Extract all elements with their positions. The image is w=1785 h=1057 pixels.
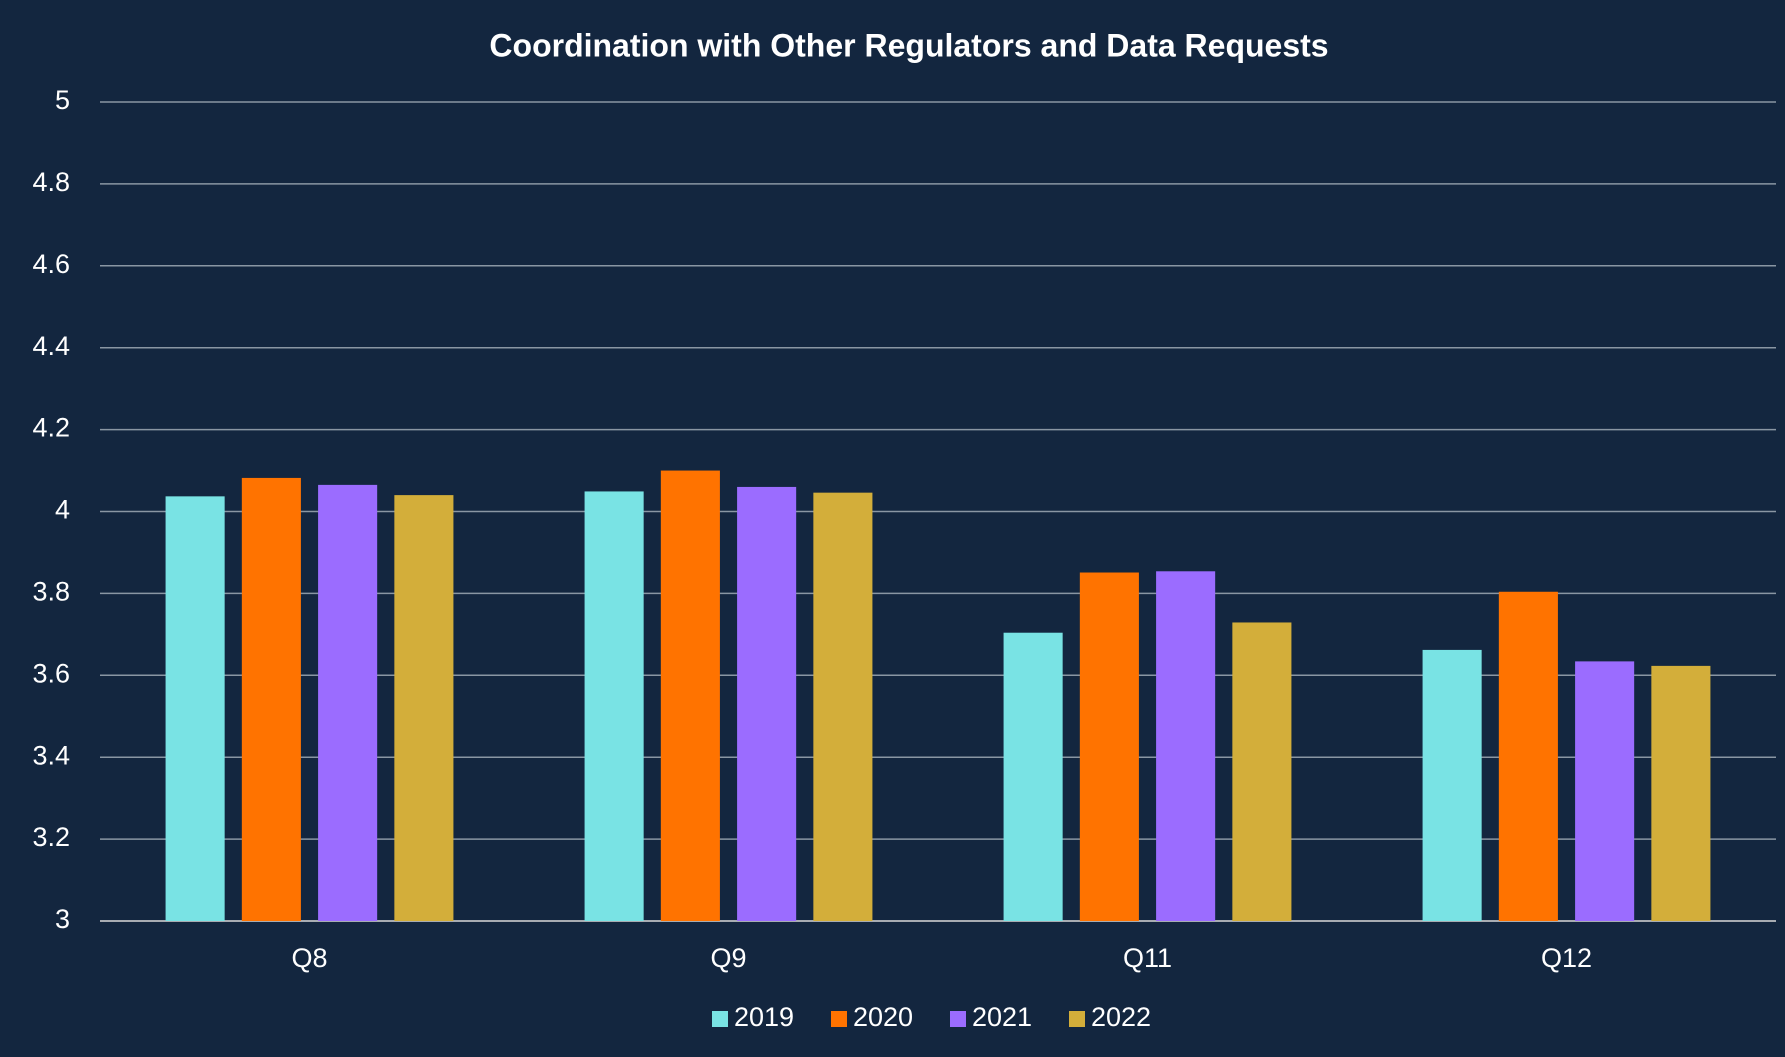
- bar: [394, 495, 454, 921]
- y-tick-label: 4: [55, 495, 70, 525]
- x-tick-label: Q8: [291, 943, 327, 973]
- bar: [318, 484, 378, 921]
- y-tick-label: 3.8: [32, 577, 70, 607]
- bar: [1651, 665, 1711, 921]
- bar: [584, 491, 644, 921]
- x-tick-label: Q12: [1541, 943, 1592, 973]
- bar: [1498, 591, 1558, 921]
- y-tick-label: 4.6: [32, 249, 70, 279]
- legend-swatch: [712, 1011, 728, 1027]
- bar: [813, 492, 873, 921]
- bar: [660, 470, 720, 921]
- bar: [165, 496, 225, 921]
- bar: [1003, 632, 1063, 921]
- x-tick-label: Q9: [710, 943, 746, 973]
- y-tick-label: 3.2: [32, 822, 70, 852]
- legend-label: 2020: [853, 1002, 913, 1032]
- legend-label: 2022: [1091, 1002, 1151, 1032]
- bar: [1079, 572, 1139, 921]
- legend-swatch: [950, 1011, 966, 1027]
- y-tick-label: 4.4: [32, 331, 70, 361]
- bar: [1422, 649, 1482, 921]
- y-tick-label: 4.8: [32, 167, 70, 197]
- bar: [1575, 661, 1635, 921]
- bar: [1156, 571, 1216, 921]
- legend-swatch: [1069, 1011, 1085, 1027]
- legend-swatch: [831, 1011, 847, 1027]
- x-tick-label: Q11: [1123, 943, 1172, 973]
- bar: [737, 486, 797, 921]
- bar: [241, 477, 301, 921]
- bar: [1232, 622, 1292, 921]
- legend-label: 2019: [734, 1002, 794, 1032]
- y-tick-label: 5: [55, 85, 70, 115]
- y-tick-label: 3: [55, 904, 70, 934]
- legend-label: 2021: [972, 1002, 1032, 1032]
- y-tick-label: 3.6: [32, 658, 70, 688]
- y-tick-label: 4.2: [32, 413, 70, 443]
- chart-title: Coordination with Other Regulators and D…: [489, 27, 1328, 63]
- y-tick-label: 3.4: [32, 740, 70, 770]
